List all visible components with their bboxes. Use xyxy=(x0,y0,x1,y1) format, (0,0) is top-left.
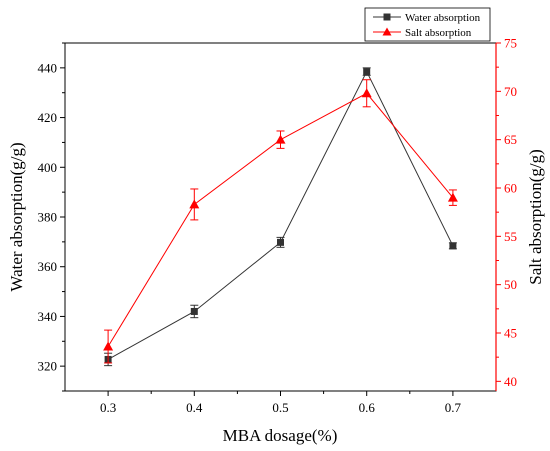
legend-label-salt: Salt absorption xyxy=(405,27,472,39)
water-absorption-line xyxy=(107,70,454,360)
right-tick-label: 75 xyxy=(504,36,517,51)
right-tick-label: 45 xyxy=(504,326,517,341)
legend-label-water: Water absorption xyxy=(405,12,481,24)
left-tick-label: 340 xyxy=(38,309,58,324)
water-absorption-point xyxy=(277,238,284,246)
x-tick-label: 0.6 xyxy=(359,400,376,415)
salt-absorption-point xyxy=(103,341,114,351)
left-tick-label: 360 xyxy=(38,259,58,274)
salt-absorption-point xyxy=(275,134,286,144)
legend-marker-triangle xyxy=(382,27,392,36)
right-axis-title: Salt absorption(g/g) xyxy=(526,149,545,285)
right-tick-label: 50 xyxy=(504,277,517,292)
right-tick-label: 65 xyxy=(504,132,517,147)
left-tick-label: 320 xyxy=(38,359,58,374)
series-layer xyxy=(103,67,458,367)
x-axis-title: MBA dosage(%) xyxy=(223,426,338,445)
right-tick-label: 60 xyxy=(504,181,517,196)
water-absorption-point xyxy=(363,68,371,76)
axes-layer: 0.3 0.4 0.5 0.6 0.7 320 340 360 380 400 420 440 40 45… xyxy=(38,36,518,416)
right-tick-label: 40 xyxy=(504,374,517,389)
water-absorption-point xyxy=(449,242,457,250)
plot-frame xyxy=(64,42,497,392)
left-tick-label: 400 xyxy=(38,160,58,175)
left-axis-title: Water absorption(g/g) xyxy=(7,142,26,291)
x-tick-label: 0.7 xyxy=(445,400,462,415)
left-tick-label: 420 xyxy=(38,110,58,125)
salt-absorption-point xyxy=(189,199,200,209)
legend-marker-square xyxy=(383,13,391,21)
water-absorption-point xyxy=(190,307,198,315)
x-tick-label: 0.5 xyxy=(272,400,288,415)
salt-absorption-point xyxy=(447,192,458,202)
salt-absorption-point xyxy=(361,88,372,98)
x-tick-label: 0.3 xyxy=(100,400,116,415)
legend: Water absorption Salt absorption xyxy=(364,7,491,42)
left-tick-label: 380 xyxy=(38,210,58,225)
right-tick-label: 55 xyxy=(504,229,517,244)
right-tick-label: 70 xyxy=(504,84,517,99)
x-tick-label: 0.4 xyxy=(186,400,203,415)
left-tick-label: 440 xyxy=(38,60,58,75)
